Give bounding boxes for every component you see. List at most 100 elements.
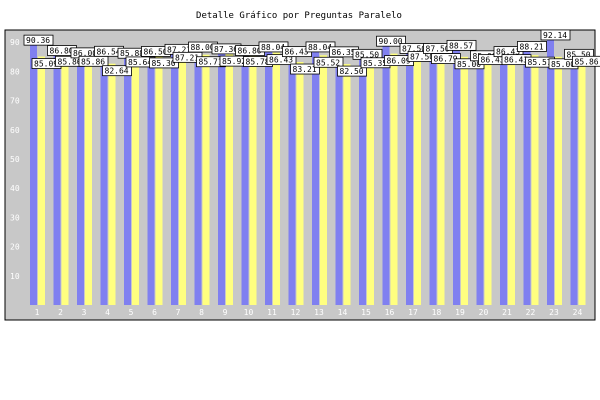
data-label: 87.50 bbox=[426, 45, 450, 54]
data-label: 86.50 bbox=[144, 47, 168, 56]
data-label: 87.50 bbox=[410, 53, 434, 62]
bar-series-2-17 bbox=[414, 49, 421, 305]
data-label: 86.54 bbox=[97, 47, 121, 56]
x-tick-label: 16 bbox=[385, 308, 395, 317]
data-label: 88.57 bbox=[449, 41, 473, 50]
bar-series-2-22 bbox=[531, 55, 539, 305]
bar-series-1-15 bbox=[359, 55, 366, 306]
x-tick-label: 15 bbox=[361, 308, 371, 317]
x-tick-label: 17 bbox=[408, 308, 418, 317]
chart-title: Detalle Gráfico por Preguntas Paralelo bbox=[196, 11, 402, 21]
bar-series-2-8 bbox=[202, 54, 210, 305]
x-tick-label: 12 bbox=[291, 308, 301, 317]
data-label: 83.21 bbox=[293, 65, 317, 74]
x-tick-label: 14 bbox=[338, 308, 348, 317]
data-label: 88.04 bbox=[308, 43, 332, 52]
data-label: 85.35 bbox=[363, 59, 387, 68]
data-label: 86.43 bbox=[481, 56, 505, 65]
bar-series-1-12 bbox=[288, 52, 296, 305]
bar-series-1-13 bbox=[312, 47, 319, 306]
data-label-box bbox=[446, 39, 477, 51]
bar-series-1-14 bbox=[335, 52, 343, 305]
x-axis-ticks: 1 2 3 4 5 6 7 8 9 10 11 12 13 14 15 16 17 18 19 20 21 22 23 24 bbox=[35, 308, 583, 317]
data-label: 85.92 bbox=[222, 57, 246, 66]
x-tick-label: 23 bbox=[549, 308, 559, 317]
data-label: 85.86 bbox=[575, 57, 599, 66]
data-label: 86.09 bbox=[387, 57, 411, 66]
bar-series-1-11 bbox=[265, 47, 272, 306]
data-label: 86.00 bbox=[73, 49, 97, 58]
bar-series-1-18 bbox=[429, 49, 437, 305]
bar-series-1-3 bbox=[77, 53, 84, 305]
data-label: 85.86 bbox=[81, 57, 105, 66]
x-tick-label: 20 bbox=[479, 308, 489, 317]
data-label: 86.43 bbox=[285, 48, 309, 57]
y-tick-label: 50 bbox=[10, 155, 20, 164]
y-tick-label: 90 bbox=[10, 38, 20, 47]
x-tick-label: 2 bbox=[58, 308, 63, 317]
bar-series-1-2 bbox=[53, 51, 61, 305]
data-label: 92.14 bbox=[543, 31, 567, 40]
bar-series-1-6 bbox=[147, 52, 155, 305]
data-label: 85.30 bbox=[152, 59, 176, 68]
data-label: 86.79 bbox=[434, 55, 458, 64]
x-tick-label: 5 bbox=[129, 308, 134, 317]
x-tick-label: 7 bbox=[176, 308, 181, 317]
bar-series-2-3 bbox=[85, 54, 92, 305]
bar-series-1-16 bbox=[382, 42, 390, 305]
data-label: 86.35 bbox=[332, 48, 356, 57]
data-label-box bbox=[78, 55, 109, 67]
data-label: 86.80 bbox=[50, 47, 74, 56]
bar-series-2-1 bbox=[38, 56, 45, 305]
x-tick-label: 13 bbox=[314, 308, 324, 317]
data-label: 87.21 bbox=[167, 45, 191, 54]
bar-series-2-11 bbox=[273, 52, 280, 305]
bar-series-2-16 bbox=[390, 53, 398, 305]
bar-series-2-7 bbox=[179, 50, 186, 305]
bar-series-2-19 bbox=[461, 56, 468, 305]
bar-series-2-18 bbox=[437, 51, 445, 306]
data-label: 85.64 bbox=[128, 58, 152, 67]
data-label: 87.21 bbox=[175, 53, 199, 62]
bar-series-2-5 bbox=[132, 54, 139, 305]
bar-series-2-12 bbox=[296, 62, 304, 306]
data-label: 85.52 bbox=[316, 58, 340, 67]
data-label-box bbox=[572, 55, 600, 67]
data-label: 85.71 bbox=[199, 58, 223, 67]
data-label-box bbox=[376, 35, 406, 47]
data-labels: 90.3685.0986.8085.8686.0085.8686.5482.64… bbox=[23, 29, 600, 77]
bar-series-2-24 bbox=[578, 54, 586, 305]
data-label-box bbox=[517, 41, 547, 52]
data-label-box bbox=[102, 65, 132, 77]
bar-series-1-7 bbox=[171, 50, 178, 305]
data-label-box bbox=[540, 29, 571, 41]
x-tick-label: 22 bbox=[526, 308, 536, 317]
data-label: 86.43 bbox=[269, 56, 293, 65]
data-label-box bbox=[313, 56, 344, 68]
x-tick-label: 8 bbox=[199, 308, 204, 317]
data-label-box bbox=[23, 34, 54, 46]
bar-series-1-9 bbox=[218, 49, 225, 305]
x-tick-label: 18 bbox=[432, 308, 442, 317]
data-label: 85.00 bbox=[551, 60, 575, 69]
data-label: 85.86 bbox=[58, 57, 82, 66]
bar-series-1-4 bbox=[100, 52, 108, 306]
x-tick-label: 9 bbox=[223, 308, 228, 317]
data-label-box bbox=[266, 54, 297, 66]
x-tick-label: 21 bbox=[502, 308, 512, 317]
bar-series-2-10 bbox=[249, 54, 257, 305]
data-label: 88.00 bbox=[191, 43, 215, 52]
data-label: 87.36 bbox=[214, 45, 238, 54]
data-label: 86.43 bbox=[504, 56, 528, 65]
y-tick-label: 40 bbox=[10, 184, 20, 193]
x-tick-label: 3 bbox=[82, 308, 87, 317]
bar-series-2-21 bbox=[508, 52, 515, 305]
data-label: 90.00 bbox=[379, 37, 403, 46]
bar-series-2-2 bbox=[61, 54, 69, 305]
y-tick-label: 70 bbox=[10, 97, 20, 106]
data-label: 90.36 bbox=[26, 36, 50, 45]
data-label: 85.57 bbox=[528, 58, 552, 67]
data-label: 82.50 bbox=[340, 67, 364, 76]
y-axis-ticks: 10 20 30 40 50 60 70 80 90 bbox=[10, 38, 20, 281]
